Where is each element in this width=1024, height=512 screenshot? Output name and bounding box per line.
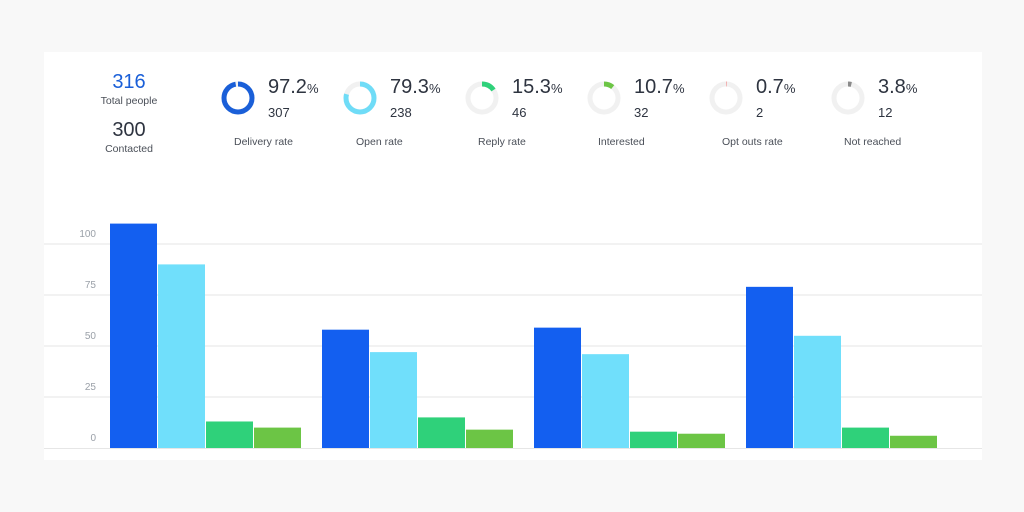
contacted-value: 300 xyxy=(112,119,146,141)
stat-count: 32 xyxy=(634,105,649,120)
stat-percent: 10.7% xyxy=(634,76,685,99)
ring-track xyxy=(587,81,621,115)
contacted-label: Contacted xyxy=(105,143,153,155)
stat-open-rate: 79.3% 238 Open rate xyxy=(342,74,482,184)
stat-opt-outs-rate: 0.7% 2 Opt outs rate xyxy=(708,74,848,184)
y-tick-label: 25 xyxy=(85,382,97,393)
stat-percent: 3.8% xyxy=(878,76,917,99)
stat-percent-value: 15.3 xyxy=(512,76,551,98)
y-tick-label: 75 xyxy=(85,280,97,291)
stat-ring-icon xyxy=(709,81,743,115)
bar-group4-series1 xyxy=(746,286,793,448)
ring-progress xyxy=(343,81,377,115)
bar-group2-series3 xyxy=(418,417,465,448)
bar-group2-series2 xyxy=(370,352,417,448)
bar-group3-series4 xyxy=(678,433,725,448)
total-people-label: Total people xyxy=(100,95,158,107)
stat-percent-value: 10.7 xyxy=(634,76,673,98)
stat-label: Not reached xyxy=(844,136,902,148)
stat-label: Delivery rate xyxy=(234,136,293,148)
y-tick-label: 50 xyxy=(85,331,97,342)
bar-group4-series4 xyxy=(890,435,937,448)
stat-percent: 97.2% xyxy=(268,76,319,99)
bar-group1-series1 xyxy=(110,223,157,448)
bar-chart: 0 25 50 75 100 xyxy=(44,223,982,449)
bar-group3-series2 xyxy=(582,354,629,448)
stat-reply-rate: 15.3% 46 Reply rate xyxy=(464,74,604,184)
stat-percent: 79.3% xyxy=(390,76,441,99)
ring-progress xyxy=(831,81,865,115)
totals-block: 316 Total people 300 Contacted xyxy=(101,70,158,156)
bar-group3-series3 xyxy=(630,431,677,448)
ring-track xyxy=(709,81,743,115)
bar-group1-series3 xyxy=(206,421,253,448)
stat-percent-value: 3.8 xyxy=(878,76,906,98)
stat-label: Opt outs rate xyxy=(722,136,783,148)
campaign-stats-card: 316 Total people 300 Contacted 97.2% 307 D… xyxy=(44,52,982,460)
bar-group1-series4 xyxy=(254,427,301,448)
stat-percent: 15.3% xyxy=(512,76,563,99)
stat-percent-value: 97.2 xyxy=(268,76,307,98)
bar-group2-series1 xyxy=(322,329,369,448)
stat-count: 238 xyxy=(390,105,412,120)
bar-group3-series1 xyxy=(534,327,581,448)
stat-percent: 0.7% xyxy=(756,76,795,99)
stat-percent-unit: % xyxy=(672,81,685,96)
stat-percent-value: 79.3 xyxy=(390,76,429,98)
stat-percent-unit: % xyxy=(550,81,563,96)
bar-group4-series3 xyxy=(842,427,889,448)
ring-progress xyxy=(221,81,255,115)
stat-ring-icon xyxy=(221,81,255,115)
stat-ring-icon xyxy=(465,81,499,115)
bar-group2-series4 xyxy=(466,429,513,448)
stat-ring-icon xyxy=(343,81,377,115)
stat-percent-unit: % xyxy=(428,81,441,96)
stat-percent-unit: % xyxy=(306,81,319,96)
stat-count: 46 xyxy=(512,105,527,120)
stat-delivery-rate: 97.2% 307 Delivery rate xyxy=(220,74,360,184)
ring-progress xyxy=(709,81,743,115)
ring-track xyxy=(831,81,865,115)
ring-progress xyxy=(465,81,499,115)
stat-ring-icon xyxy=(831,81,865,115)
stat-count: 2 xyxy=(756,105,764,120)
total-people-value: 316 xyxy=(112,71,146,93)
y-tick-label: 100 xyxy=(79,229,96,240)
stat-label: Open rate xyxy=(356,136,403,148)
stat-percent-unit: % xyxy=(783,81,796,96)
bar-group1-series2 xyxy=(158,264,205,448)
ring-progress xyxy=(587,81,621,115)
stat-ring-icon xyxy=(587,81,621,115)
stat-count: 307 xyxy=(268,105,290,120)
stat-label: Reply rate xyxy=(478,136,526,148)
stat-percent-value: 0.7 xyxy=(756,76,784,98)
stat-not-reached: 3.8% 12 Not reached xyxy=(830,74,970,184)
bar-group4-series2 xyxy=(794,335,841,448)
stat-count: 12 xyxy=(878,105,893,120)
y-tick-label: 0 xyxy=(90,433,96,444)
stat-percent-unit: % xyxy=(905,81,918,96)
stat-interested: 10.7% 32 Interested xyxy=(586,74,726,184)
stat-label: Interested xyxy=(598,136,645,148)
